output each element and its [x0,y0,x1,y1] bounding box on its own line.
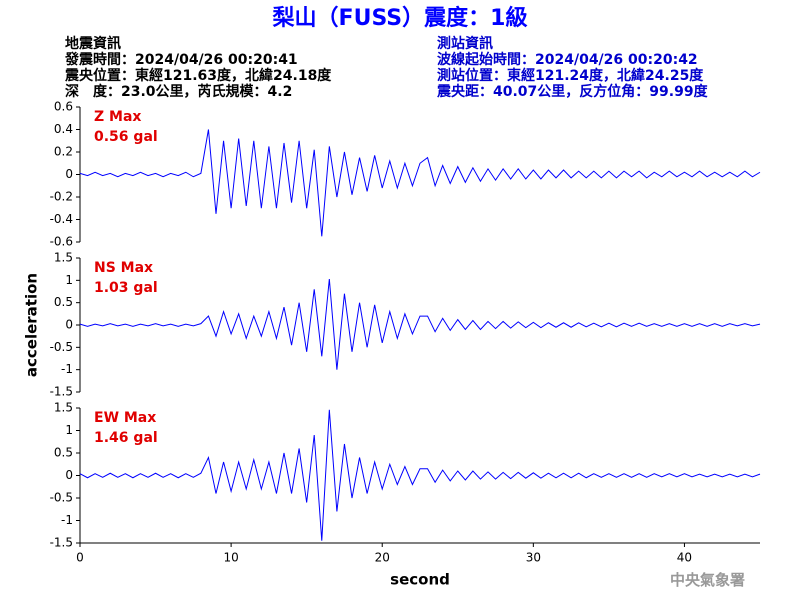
info-line: 發震時間：2024/04/26 00:20:41 [64,51,298,68]
y-tick-label: 0.5 [54,446,73,460]
info-line: 測站資訊 [437,35,493,52]
y-tick-label: 0.6 [54,100,73,114]
info-line: 測站位置：東經121.24度，北緯24.25度 [437,67,704,84]
x-tick-label: 20 [375,551,390,565]
panel-max: 1.46 gal [94,430,158,446]
x-tick-label: 0 [76,551,84,565]
y-tick-label: 0.2 [54,145,73,159]
x-tick-label: 10 [223,551,238,565]
panel-max: 0.56 gal [94,129,158,145]
y-tick-label: -0.6 [50,235,73,249]
x-tick-label: 30 [526,551,541,565]
y-tick-label: -0.4 [50,212,73,226]
y-tick-label: 0.5 [54,295,73,309]
y-tick-label: 1.5 [54,401,73,415]
y-tick-label: 1 [65,273,73,287]
panel-label: EW Max [94,410,156,426]
y-tick-label: -1 [61,513,73,527]
y-axis-label: acceleration [23,273,41,377]
panel-label: NS Max [94,260,153,276]
y-tick-label: 1.5 [54,251,73,265]
y-tick-label: -1.5 [50,536,73,550]
y-tick-label: -0.2 [50,190,73,204]
y-tick-label: -0.5 [50,491,73,505]
y-tick-label: 0 [65,468,73,482]
waveform [79,129,761,237]
chart-title: 梨山（FUSS）震度：1級 [273,5,528,31]
y-tick-label: 0.4 [54,122,73,136]
info-line: 深 度：23.0公里，芮氏規模：4.2 [65,83,292,100]
y-tick-label: 0 [65,318,73,332]
panel-max: 1.03 gal [94,280,158,296]
info-line: 震央距：40.07公里，反方位角：99.99度 [436,83,709,100]
x-axis-label: second [390,571,450,589]
y-tick-label: -1 [61,362,73,376]
y-tick-label: -1.5 [50,385,73,399]
y-tick-label: 1 [65,423,73,437]
info-line: 震央位置：東經121.63度，北緯24.18度 [64,67,332,84]
panel-label: Z Max [94,109,141,125]
info-line: 地震資訊 [65,35,121,52]
y-tick-label: 0 [65,167,73,181]
y-tick-label: -0.5 [50,340,73,354]
x-tick-label: 40 [677,551,692,565]
watermark: 中央氣象署 [670,571,745,589]
waveform [79,409,761,541]
waveform [79,278,761,370]
info-line: 波線起始時間：2024/04/26 00:20:42 [437,51,698,68]
